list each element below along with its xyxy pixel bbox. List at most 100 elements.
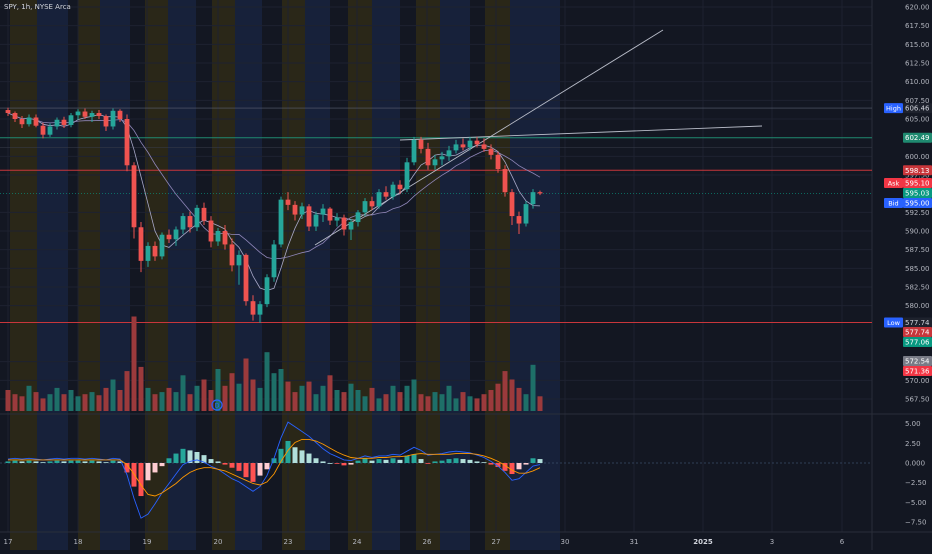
macd-histogram-bar <box>341 463 347 466</box>
candle[interactable] <box>439 156 445 160</box>
candle[interactable] <box>537 192 543 194</box>
candle[interactable] <box>411 139 417 163</box>
candlesticks[interactable] <box>5 107 543 323</box>
price-label-high: High 606.46 <box>884 103 932 114</box>
time-tick-label: 3 <box>770 538 774 546</box>
candle[interactable] <box>138 227 144 261</box>
candle[interactable] <box>523 204 529 224</box>
candle[interactable] <box>453 144 459 151</box>
candle[interactable] <box>215 231 221 242</box>
candle[interactable] <box>61 119 67 125</box>
dividend-event-icon[interactable] <box>211 399 223 411</box>
candle[interactable] <box>313 214 319 227</box>
volume-bar <box>201 379 207 411</box>
volume-bar <box>334 390 340 411</box>
candle[interactable] <box>530 192 536 205</box>
candle[interactable] <box>271 244 277 278</box>
candle[interactable] <box>404 162 410 190</box>
candle[interactable] <box>152 245 158 257</box>
candle[interactable] <box>250 301 256 315</box>
candle[interactable] <box>194 207 200 228</box>
candle[interactable] <box>460 144 466 148</box>
candle[interactable] <box>425 148 431 166</box>
candle[interactable] <box>68 115 74 125</box>
candle[interactable] <box>474 140 480 145</box>
candle[interactable] <box>54 119 60 127</box>
candle[interactable] <box>495 154 501 170</box>
candle[interactable] <box>509 192 515 217</box>
candle[interactable] <box>320 208 326 215</box>
candle[interactable] <box>383 192 389 197</box>
candle[interactable] <box>201 207 207 221</box>
candle[interactable] <box>103 116 109 127</box>
candle[interactable] <box>418 139 424 149</box>
candle[interactable] <box>257 304 263 315</box>
candle[interactable] <box>117 110 123 119</box>
candle[interactable] <box>516 216 522 224</box>
candle[interactable] <box>369 201 375 207</box>
candle[interactable] <box>208 220 214 242</box>
candle[interactable] <box>47 126 53 135</box>
candle[interactable] <box>110 110 116 127</box>
candle[interactable] <box>5 110 11 114</box>
macd-histogram-bar <box>369 460 375 463</box>
candle[interactable] <box>12 113 18 119</box>
candle[interactable] <box>243 254 249 302</box>
candle[interactable] <box>236 254 242 266</box>
candle[interactable] <box>502 169 508 193</box>
candle[interactable] <box>26 117 32 125</box>
volume-bar <box>446 385 452 411</box>
macd-histogram-bar <box>474 461 480 463</box>
candle[interactable] <box>166 234 172 240</box>
candle[interactable] <box>348 222 354 230</box>
candle[interactable] <box>89 113 95 117</box>
candle[interactable] <box>75 111 81 116</box>
candle[interactable] <box>488 148 494 155</box>
candle[interactable] <box>19 119 25 125</box>
candle[interactable] <box>355 212 361 223</box>
volume-bar <box>320 385 326 411</box>
candle[interactable] <box>334 217 340 221</box>
candle[interactable] <box>82 111 88 117</box>
candle[interactable] <box>40 125 46 135</box>
candle[interactable] <box>145 245 151 261</box>
event-marker[interactable]: D <box>211 399 223 411</box>
candle[interactable] <box>264 277 270 305</box>
candle[interactable] <box>173 229 179 240</box>
candle[interactable] <box>292 204 298 215</box>
candle[interactable] <box>362 201 368 213</box>
candle[interactable] <box>467 140 473 148</box>
macd-histogram-bar <box>306 453 312 463</box>
price-label-value: 577.74 <box>903 327 932 337</box>
candle[interactable] <box>229 244 235 266</box>
macd-histogram-bar <box>327 463 333 464</box>
candle[interactable] <box>180 216 186 230</box>
candle[interactable] <box>285 199 291 205</box>
candle[interactable] <box>278 199 284 245</box>
time-axis[interactable]: 17 18 19 20 23 24 26 27 30 31 2025 3 6 <box>4 538 845 546</box>
candle[interactable] <box>306 206 312 227</box>
volume-bar <box>474 398 480 411</box>
candle[interactable] <box>390 184 396 197</box>
candle[interactable] <box>327 208 333 221</box>
candle[interactable] <box>159 234 165 257</box>
price-tick-label: 615.00 <box>905 41 930 49</box>
candle[interactable] <box>397 184 403 190</box>
candle[interactable] <box>33 117 39 126</box>
candle[interactable] <box>432 159 438 166</box>
candle[interactable] <box>124 119 130 166</box>
candle[interactable] <box>481 144 487 149</box>
trend-line-rising[interactable] <box>314 29 664 246</box>
macd-histogram-bar <box>215 461 221 463</box>
trend-line-flat[interactable] <box>399 125 763 141</box>
candle[interactable] <box>96 113 102 117</box>
candle[interactable] <box>341 217 347 230</box>
candle[interactable] <box>222 231 228 245</box>
candle[interactable] <box>376 192 382 207</box>
candle[interactable] <box>299 206 305 215</box>
candle[interactable] <box>187 216 193 228</box>
trend-lines[interactable] <box>314 29 763 246</box>
candle[interactable] <box>131 165 137 228</box>
candle[interactable] <box>446 150 452 157</box>
